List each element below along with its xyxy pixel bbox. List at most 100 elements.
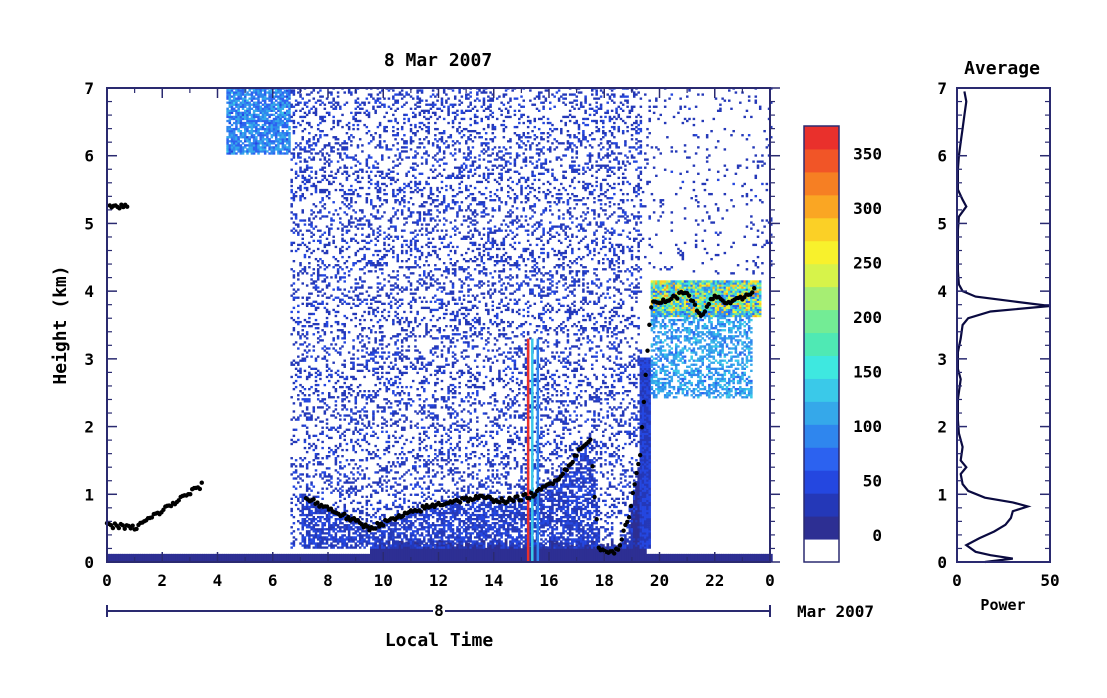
heatmap-cell xyxy=(257,107,260,110)
heatmap-cell xyxy=(244,105,247,108)
heatmap-cell xyxy=(434,528,437,531)
heatmap-cell xyxy=(398,190,402,194)
heatmap-cell xyxy=(319,507,322,511)
heatmap-cell xyxy=(244,99,247,102)
heatmap-cell xyxy=(328,282,331,285)
heatmap-cell xyxy=(361,227,364,230)
heatmap-cell xyxy=(283,146,287,149)
heatmap-cell xyxy=(394,493,397,496)
heatmap-cell xyxy=(305,331,309,334)
heatmap-cell xyxy=(228,119,232,123)
heatmap-cell xyxy=(423,387,426,391)
heatmap-cell xyxy=(420,192,424,196)
heatmap-cell xyxy=(292,296,296,299)
heatmap-cell xyxy=(330,542,333,545)
heatmap-cell xyxy=(323,402,327,405)
heatmap-cell xyxy=(352,347,355,350)
heatmap-cell xyxy=(396,178,400,182)
heatmap-cell xyxy=(332,308,335,312)
heatmap-cell xyxy=(341,432,344,435)
heatmap-cell xyxy=(316,383,320,387)
heatmap-cell xyxy=(407,541,411,562)
heatmap-cell xyxy=(312,530,316,533)
heatmap-cell xyxy=(394,357,397,360)
heatmap-cell xyxy=(321,357,324,360)
heatmap-cell xyxy=(403,524,406,527)
heatmap-cell xyxy=(409,166,413,169)
heatmap-cell xyxy=(438,483,442,486)
heatmap-cell xyxy=(403,371,406,375)
heatmap-cell xyxy=(434,205,437,208)
heatmap-cell xyxy=(350,184,353,188)
heatmap-cell xyxy=(252,121,256,125)
heatmap-cell xyxy=(389,522,393,525)
heatmap-cell xyxy=(328,436,331,440)
heatmap-cell xyxy=(429,253,433,257)
heatmap-cell xyxy=(299,522,302,525)
heatmap-cell xyxy=(235,152,238,155)
heatmap-cell xyxy=(392,528,395,531)
heatmap-cell xyxy=(301,479,304,482)
heatmap-cell xyxy=(292,154,296,157)
heatmap-cell xyxy=(268,553,272,562)
heatmap-cell xyxy=(305,483,309,486)
heatmap-cell xyxy=(272,132,276,135)
heatmap-cell xyxy=(403,479,406,482)
heatmap-cell xyxy=(250,123,254,127)
heatmap-cell xyxy=(376,546,380,549)
heatmap-cell xyxy=(308,150,311,153)
heatmap-cell xyxy=(440,132,444,135)
heatmap-cell xyxy=(414,229,417,232)
heatmap-cell xyxy=(400,125,404,129)
heatmap-cell xyxy=(328,367,331,370)
heatmap-cell xyxy=(398,154,402,157)
heatmap-cell xyxy=(308,522,311,525)
heatmap-cell xyxy=(274,93,278,96)
heatmap-cell xyxy=(316,461,320,464)
heatmap-cell xyxy=(416,211,419,214)
heatmap-cell xyxy=(310,385,313,389)
heatmap-cell xyxy=(343,314,346,318)
heatmap-cell xyxy=(343,262,346,265)
heatmap-cell xyxy=(316,463,320,466)
heatmap-cell xyxy=(352,522,355,525)
heatmap-cell xyxy=(389,402,393,405)
heatmap-cell xyxy=(436,381,439,385)
heatmap-cell xyxy=(347,385,351,389)
heatmap-cell xyxy=(374,383,377,387)
heatmap-cell xyxy=(427,513,430,517)
heatmap-cell xyxy=(420,355,424,358)
heatmap-cell xyxy=(436,345,439,348)
heatmap-cell xyxy=(297,497,300,501)
heatmap-cell xyxy=(420,534,424,537)
heatmap-cell xyxy=(250,136,254,139)
heatmap-cell xyxy=(398,288,402,291)
heatmap-cell xyxy=(378,481,382,484)
heatmap-cell xyxy=(427,127,430,131)
heatmap-cell xyxy=(314,322,318,326)
heatmap-cell xyxy=(383,247,386,251)
heatmap-cell xyxy=(237,140,240,143)
heatmap-cell xyxy=(347,245,351,249)
heatmap-cell xyxy=(261,99,265,102)
heatmap-cell xyxy=(252,148,256,151)
heatmap-cell xyxy=(290,241,293,245)
heatmap-cell xyxy=(202,553,205,562)
heatmap-cell xyxy=(350,306,353,310)
heatmap-cell xyxy=(436,517,439,521)
heatmap-cell xyxy=(301,325,304,328)
heatmap-cell xyxy=(288,138,291,141)
heatmap-cell xyxy=(358,465,362,468)
heatmap-cell xyxy=(411,540,415,543)
heatmap-cell xyxy=(369,262,373,265)
heatmap-cell xyxy=(438,306,442,310)
heatmap-cell xyxy=(301,513,304,517)
heatmap-cell xyxy=(319,290,322,293)
heatmap-cell xyxy=(328,522,331,525)
heatmap-cell xyxy=(407,201,411,204)
heatmap-cell xyxy=(319,117,322,121)
heatmap-cell xyxy=(411,534,415,537)
heatmap-cell xyxy=(438,211,442,214)
heatmap-cell xyxy=(392,89,395,92)
heatmap-cell xyxy=(409,292,413,295)
